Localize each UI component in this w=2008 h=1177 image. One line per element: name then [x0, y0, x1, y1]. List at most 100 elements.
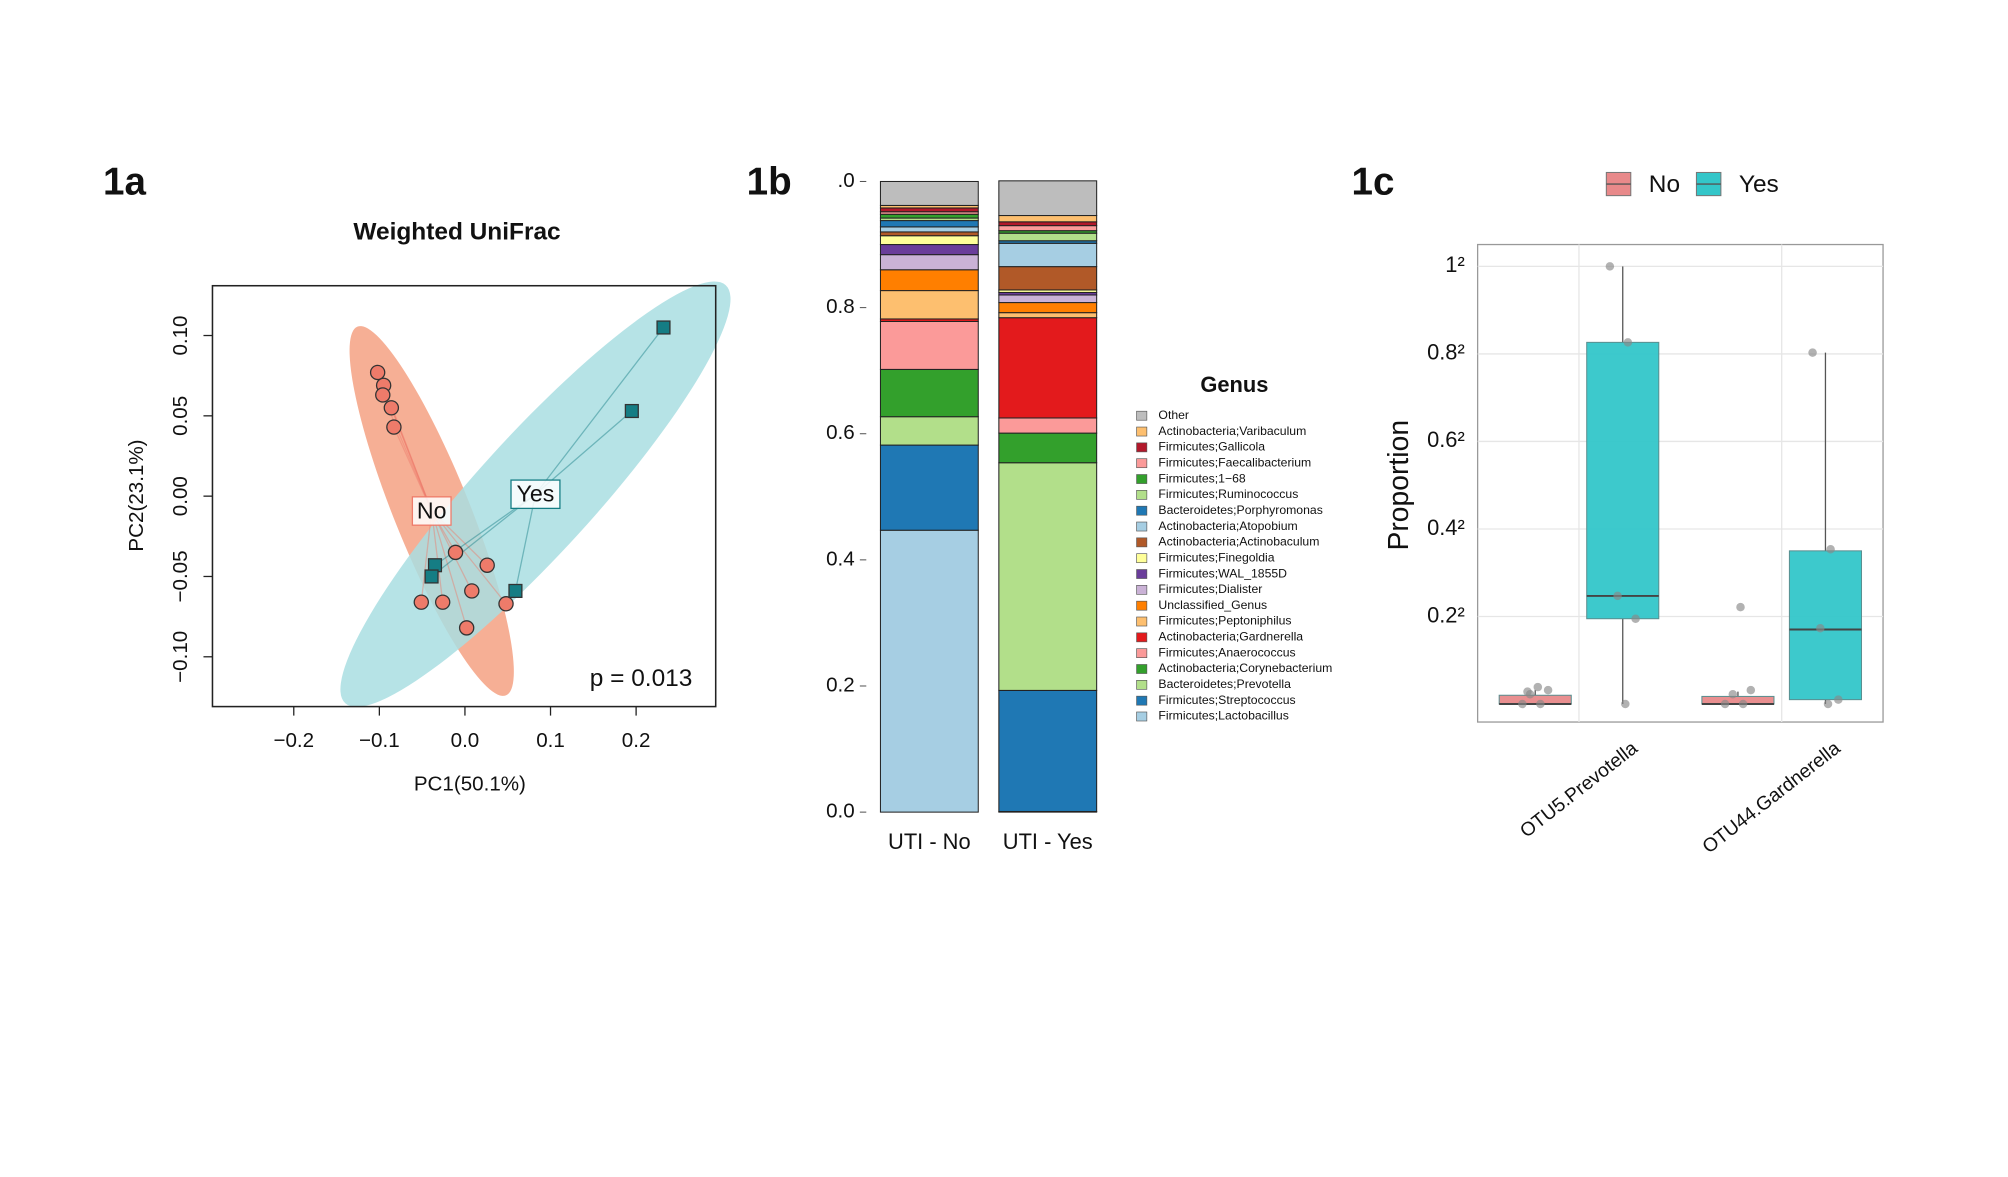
bar-segment — [879, 226, 979, 233]
y-tick-label: 0.4 — [826, 547, 855, 570]
legend-swatch — [1136, 537, 1148, 548]
bar-segment — [998, 462, 1098, 691]
bar-segment — [879, 180, 979, 206]
bar-segment — [998, 180, 1098, 217]
bar-segment — [879, 368, 979, 418]
legend-swatch — [1136, 680, 1148, 690]
point — [1736, 602, 1745, 612]
legend-label: Bacteroidetes;Prevotella — [1158, 677, 1291, 691]
bar-segment — [998, 432, 1098, 464]
plot-frame — [211, 284, 717, 708]
x-tick-label: 0.1 — [536, 729, 565, 752]
legend-swatch — [1136, 553, 1148, 564]
legend-swatch — [1136, 458, 1148, 469]
legend-swatch — [1136, 711, 1148, 722]
bar-segment — [998, 232, 1098, 242]
legend-swatch — [1136, 569, 1148, 579]
bar-segment — [998, 215, 1098, 223]
y-tick-label: 0.2 — [826, 673, 855, 696]
group-label-box — [411, 496, 452, 526]
legend-title: Genus — [1200, 372, 1268, 397]
bar-segment — [998, 294, 1098, 304]
bar-segment — [879, 254, 979, 271]
point — [464, 583, 480, 599]
point — [479, 557, 495, 573]
point — [498, 596, 514, 612]
bar-segment — [879, 220, 979, 228]
point — [656, 320, 671, 335]
bar-segment — [998, 242, 1098, 268]
point — [1536, 699, 1545, 709]
y-tick-label: 0.6² — [1427, 427, 1465, 452]
bar-segment — [879, 320, 979, 370]
x-tick-label: UTI - Yes — [1003, 829, 1093, 854]
point — [1826, 545, 1835, 554]
legend-swatch — [1136, 490, 1148, 500]
point — [1613, 591, 1622, 601]
legend-label: Firmicutes;Peptoniphilus — [1158, 614, 1291, 628]
point — [1720, 699, 1730, 709]
point — [383, 400, 400, 416]
x-tick-label: −0.2 — [273, 729, 314, 752]
legend-swatch — [1136, 600, 1148, 611]
x-tick-label: OTU44.Gardnerella — [1699, 738, 1845, 858]
legend-label: Unclassified_Genus — [1158, 598, 1267, 612]
y-axis-label: Proportion — [1382, 420, 1414, 551]
point — [1834, 695, 1843, 704]
legend-label: Firmicutes;Streptococcus — [1158, 693, 1295, 707]
bar-segment — [879, 207, 979, 213]
legend-label: Firmicutes;Finegoldia — [1158, 550, 1274, 564]
box — [1701, 695, 1775, 705]
spider-line — [534, 327, 665, 495]
point — [447, 544, 464, 561]
spider-line — [431, 510, 444, 603]
y-tick-label: 0.0 — [826, 800, 855, 823]
legend-label: Actinobacteria;Atopobium — [1158, 519, 1297, 533]
point — [1808, 348, 1817, 357]
legend-label: Actinobacteria;Corynebacterium — [1158, 661, 1332, 675]
legend-swatch — [1136, 695, 1148, 706]
point — [375, 387, 391, 403]
bar-segment — [998, 302, 1098, 314]
y-tick-label: 0.2² — [1427, 602, 1465, 627]
bar-segment — [879, 269, 979, 292]
annotation: p = 0.013 — [590, 665, 693, 692]
legend-label: Firmicutes;Lactobacillus — [1158, 709, 1288, 723]
y-tick-label: 0.10 — [169, 315, 192, 355]
bar-segment — [998, 221, 1098, 227]
legend-swatch — [1136, 616, 1148, 627]
y-tick-label: −0.05 — [169, 550, 192, 602]
legend-swatch — [1136, 664, 1148, 674]
legend-swatch — [1136, 648, 1148, 659]
point — [424, 569, 439, 584]
bar-segment — [998, 225, 1098, 232]
legend-label: Firmicutes;WAL_1855D — [1158, 566, 1287, 580]
y-tick-label: −0.10 — [169, 631, 192, 683]
legend-swatch — [1136, 410, 1148, 421]
point — [1631, 614, 1640, 623]
bar-segment — [879, 416, 979, 446]
point — [458, 620, 475, 636]
bar-segment — [879, 529, 979, 813]
point — [1523, 687, 1532, 696]
bar-segment — [998, 266, 1098, 291]
point — [1746, 685, 1756, 695]
bar-segment — [998, 689, 1098, 813]
point — [1728, 689, 1738, 699]
panel-label: 1c — [1352, 160, 1395, 203]
spider-line — [420, 510, 433, 603]
legend-swatch — [1136, 442, 1148, 453]
point — [1738, 699, 1748, 709]
x-tick-label: UTI - No — [888, 829, 971, 854]
x-tick-label: 0.0 — [451, 729, 480, 752]
y-tick-label: 0.8 — [826, 295, 855, 318]
legend-swatch — [1136, 474, 1148, 484]
legend-swatch — [1136, 521, 1148, 532]
x-tick-label: 0.2 — [622, 729, 651, 752]
group-label: Yes — [517, 481, 555, 507]
legend-label: Firmicutes;1−68 — [1158, 471, 1245, 485]
y-tick-label: 0.4² — [1427, 515, 1465, 540]
panel-label: 1a — [103, 160, 146, 203]
legend-swatch — [1136, 632, 1148, 643]
